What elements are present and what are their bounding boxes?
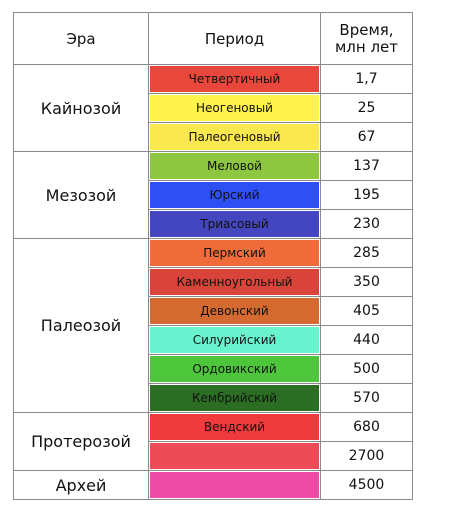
period-cell: Четвертичный bbox=[148, 64, 321, 94]
time-value: 195 bbox=[353, 187, 380, 203]
period-name: Ордовикский bbox=[192, 362, 277, 376]
period-row: Каменноугольный 350 bbox=[14, 267, 413, 297]
time-cell: 440 bbox=[320, 325, 413, 355]
era-name: Кайнозой bbox=[40, 98, 122, 118]
period-cell: Силурийский bbox=[148, 325, 321, 355]
time-cell: 25 bbox=[320, 93, 413, 123]
time-value: 1,7 bbox=[355, 71, 378, 87]
time-value: 440 bbox=[353, 332, 380, 348]
period-cell: Каменноугольный bbox=[148, 267, 321, 297]
table-body: Кайнозой Четвертичный 1,7 Неогеновый 25 Палео… bbox=[13, 64, 413, 500]
era-name: Архей bbox=[55, 475, 107, 495]
time-cell: 4500 bbox=[320, 470, 413, 500]
period-cell bbox=[148, 470, 321, 500]
header-text: Время, млн лет bbox=[334, 20, 399, 56]
period-cell: Юрский bbox=[148, 180, 321, 210]
period-row: Палеозой Пермский 285 bbox=[13, 238, 413, 413]
time-value: 137 bbox=[353, 158, 380, 174]
period-name: Девонский bbox=[200, 304, 269, 318]
period-row: Кайнозой Четвертичный 1,7 bbox=[13, 64, 413, 152]
period-name: Четвертичный bbox=[188, 72, 281, 86]
header-cell: Период bbox=[148, 12, 321, 65]
period-row: Архей 4500 bbox=[13, 470, 413, 500]
period-row: 2700 bbox=[14, 441, 413, 471]
period-name: Триасовый bbox=[200, 217, 269, 231]
period-name: Каменноугольный bbox=[176, 275, 293, 289]
period-row: Протерозой Вендский 680 bbox=[13, 412, 413, 471]
period-row: Юрский 195 bbox=[14, 180, 413, 210]
header-cell: Эра bbox=[13, 12, 149, 65]
era-name: Палеозой bbox=[40, 316, 122, 335]
period-name: Меловой bbox=[207, 159, 262, 173]
period-cell: Девонский bbox=[148, 296, 321, 326]
era-cell: Палеозой bbox=[13, 238, 149, 413]
period-cell bbox=[148, 441, 321, 471]
header-text: Период bbox=[204, 29, 265, 48]
time-cell: 500 bbox=[320, 354, 413, 384]
period-cell: Ордовикский bbox=[148, 354, 321, 384]
time-cell: 570 bbox=[320, 383, 413, 413]
period-row: Девонский 405 bbox=[14, 296, 413, 326]
time-cell: 195 bbox=[320, 180, 413, 210]
period-row: Мезозой Меловой 137 bbox=[13, 151, 413, 239]
time-cell: 1,7 bbox=[320, 64, 413, 94]
period-name: Неогеновый bbox=[196, 101, 273, 115]
period-row: Кембрийский 570 bbox=[14, 383, 413, 413]
time-value: 405 bbox=[353, 303, 380, 319]
header-row: Эра Период Время, млн лет bbox=[13, 12, 413, 65]
period-cell: Кембрийский bbox=[148, 383, 321, 413]
period-cell: Пермский bbox=[148, 238, 321, 268]
period-row: Ордовикский 500 bbox=[14, 354, 413, 384]
periods-table: Эра Период Время, млн лет Кайнозой Четвер… bbox=[13, 12, 413, 500]
time-cell: 2700 bbox=[320, 441, 413, 471]
period-row: Силурийский 440 bbox=[14, 325, 413, 355]
period-cell: Неогеновый bbox=[148, 93, 321, 123]
time-cell: 405 bbox=[320, 296, 413, 326]
period-name: Силурийский bbox=[192, 333, 277, 347]
era-cell: Кайнозой bbox=[13, 64, 149, 152]
time-cell: 680 bbox=[320, 412, 413, 442]
time-value: 285 bbox=[353, 245, 380, 261]
period-cell: Вендский bbox=[148, 412, 321, 442]
period-name: Палеогеновый bbox=[188, 130, 281, 144]
era-name: Протерозой bbox=[31, 432, 131, 451]
period-row: Палеогеновый 67 bbox=[14, 122, 413, 152]
time-value: 2700 bbox=[348, 448, 385, 464]
time-value: 25 bbox=[357, 100, 376, 116]
era-name: Мезозой bbox=[45, 185, 117, 205]
time-cell: 285 bbox=[320, 238, 413, 268]
time-value: 4500 bbox=[348, 477, 385, 493]
time-value: 680 bbox=[353, 419, 380, 435]
time-cell: 230 bbox=[320, 209, 413, 239]
period-cell: Меловой bbox=[148, 151, 321, 181]
time-value: 570 bbox=[353, 390, 380, 406]
period-row: Неогеновый 25 bbox=[14, 93, 413, 123]
time-cell: 350 bbox=[320, 267, 413, 297]
header-text: Эра bbox=[66, 29, 96, 48]
time-value: 230 bbox=[353, 216, 380, 232]
header-cell: Время, млн лет bbox=[320, 12, 413, 65]
period-cell: Палеогеновый bbox=[148, 122, 321, 152]
period-name: Кембрийский bbox=[191, 391, 277, 405]
period-cell: Триасовый bbox=[148, 209, 321, 239]
time-cell: 67 bbox=[320, 122, 413, 152]
era-cell: Мезозой bbox=[13, 151, 149, 239]
era-cell: Протерозой bbox=[13, 412, 149, 471]
era-cell: Архей bbox=[13, 470, 149, 500]
table-head: Эра Период Время, млн лет bbox=[13, 12, 413, 65]
period-name: Пермский bbox=[203, 246, 266, 260]
time-value: 500 bbox=[353, 361, 380, 377]
time-cell: 137 bbox=[320, 151, 413, 181]
period-row: Триасовый 230 bbox=[14, 209, 413, 239]
period-name: Вендский bbox=[203, 420, 266, 434]
time-value: 350 bbox=[353, 274, 380, 290]
period-name: Юрский bbox=[209, 188, 260, 202]
time-value: 67 bbox=[357, 129, 376, 145]
